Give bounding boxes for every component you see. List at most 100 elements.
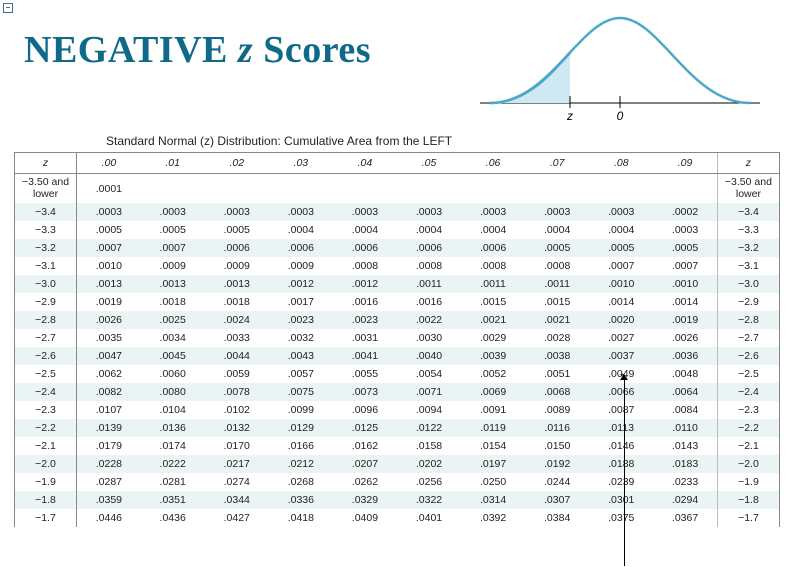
value-cell: .0262 — [333, 473, 397, 491]
value-cell: .0268 — [269, 473, 333, 491]
value-cell: .0301 — [589, 491, 653, 509]
table-header-row: z .00 .01 .02 .03 .04 .05 .06 .07 .08 .0… — [15, 153, 780, 174]
value-cell: .0322 — [397, 491, 461, 509]
value-cell: .0274 — [205, 473, 269, 491]
value-cell: .0003 — [77, 203, 141, 221]
value-cell: .0003 — [397, 203, 461, 221]
value-cell: .0009 — [269, 257, 333, 275]
value-cell: .0314 — [461, 491, 525, 509]
value-cell: .0359 — [77, 491, 141, 509]
col-header-z-left: z — [15, 153, 77, 174]
value-cell: .0026 — [653, 329, 717, 347]
value-cell: .0003 — [333, 203, 397, 221]
value-cell: .0071 — [397, 383, 461, 401]
z-label-cell: −3.4 — [15, 203, 77, 221]
value-cell — [269, 174, 333, 204]
value-cell: .0019 — [77, 293, 141, 311]
value-cell: .0017 — [269, 293, 333, 311]
value-cell: .0013 — [205, 275, 269, 293]
value-cell: .0020 — [589, 311, 653, 329]
value-cell: .0055 — [333, 365, 397, 383]
value-cell — [525, 174, 589, 204]
value-cell: .0132 — [205, 419, 269, 437]
table-row: −2.4.0082.0080.0078.0075.0073.0071.0069.… — [15, 383, 780, 401]
value-cell: .0064 — [653, 383, 717, 401]
z-label-cell: −3.50 and lower — [15, 174, 77, 204]
value-cell: .0040 — [397, 347, 461, 365]
table-row: −2.9.0019.0018.0018.0017.0016.0016.0015.… — [15, 293, 780, 311]
z-label-cell: −2.1 — [717, 437, 779, 455]
z-label-cell: −2.2 — [717, 419, 779, 437]
normal-curve-svg: z 0 — [470, 8, 770, 123]
table-row: −1.7.0446.0436.0427.0418.0409.0401.0392.… — [15, 509, 780, 527]
value-cell: .0170 — [205, 437, 269, 455]
value-cell: .0012 — [269, 275, 333, 293]
z-label-cell: −2.4 — [15, 383, 77, 401]
z-label-cell: −2.2 — [15, 419, 77, 437]
z-label-cell: −1.8 — [717, 491, 779, 509]
value-cell: .0082 — [77, 383, 141, 401]
value-cell: .0044 — [205, 347, 269, 365]
value-cell: .0025 — [141, 311, 205, 329]
col-header: .06 — [461, 153, 525, 174]
value-cell: .0129 — [269, 419, 333, 437]
value-cell: .0166 — [269, 437, 333, 455]
value-cell: .0005 — [77, 221, 141, 239]
col-header: .07 — [525, 153, 589, 174]
value-cell: .0068 — [525, 383, 589, 401]
z-label-cell: −3.0 — [717, 275, 779, 293]
value-cell: .0034 — [141, 329, 205, 347]
value-cell: .0030 — [397, 329, 461, 347]
z-label-cell: −2.9 — [717, 293, 779, 311]
value-cell: .0004 — [589, 221, 653, 239]
table-row: −3.0.0013.0013.0013.0012.0012.0011.0011.… — [15, 275, 780, 293]
value-cell: .0023 — [333, 311, 397, 329]
table-body: −3.50 and lower.0001−3.50 and lower−3.4.… — [15, 174, 780, 528]
value-cell: .0150 — [525, 437, 589, 455]
value-cell: .0035 — [77, 329, 141, 347]
value-cell: .0096 — [333, 401, 397, 419]
value-cell: .0004 — [269, 221, 333, 239]
z-label-cell: −1.7 — [15, 509, 77, 527]
value-cell: .0281 — [141, 473, 205, 491]
value-cell: .0052 — [461, 365, 525, 383]
value-cell: .0228 — [77, 455, 141, 473]
table-row: −3.2.0007.0007.0006.0006.0006.0006.0006.… — [15, 239, 780, 257]
z-label-cell: −1.8 — [15, 491, 77, 509]
value-cell: .0066 — [589, 383, 653, 401]
z-label-cell: −3.2 — [717, 239, 779, 257]
value-cell: .0008 — [397, 257, 461, 275]
value-cell: .0007 — [141, 239, 205, 257]
value-cell: .0102 — [205, 401, 269, 419]
value-cell: .0014 — [589, 293, 653, 311]
value-cell: .0089 — [525, 401, 589, 419]
value-cell: .0436 — [141, 509, 205, 527]
arrow-line-icon — [624, 378, 625, 566]
col-header: .00 — [77, 153, 141, 174]
value-cell: .0239 — [589, 473, 653, 491]
z-label-cell: −2.5 — [717, 365, 779, 383]
value-cell: .0009 — [141, 257, 205, 275]
col-header: .01 — [141, 153, 205, 174]
value-cell: .0003 — [141, 203, 205, 221]
value-cell: .0023 — [269, 311, 333, 329]
value-cell: .0143 — [653, 437, 717, 455]
value-cell: .0037 — [589, 347, 653, 365]
value-cell: .0014 — [653, 293, 717, 311]
value-cell: .0021 — [525, 311, 589, 329]
value-cell: .0329 — [333, 491, 397, 509]
value-cell: .0010 — [589, 275, 653, 293]
z-label-cell: −3.4 — [717, 203, 779, 221]
value-cell: .0009 — [205, 257, 269, 275]
table-row: −2.3.0107.0104.0102.0099.0096.0094.0091.… — [15, 401, 780, 419]
value-cell: .0029 — [461, 329, 525, 347]
table-row: −1.8.0359.0351.0344.0336.0329.0322.0314.… — [15, 491, 780, 509]
value-cell: .0005 — [141, 221, 205, 239]
value-cell: .0004 — [397, 221, 461, 239]
value-cell: .0036 — [653, 347, 717, 365]
value-cell: .0091 — [461, 401, 525, 419]
table-row: −2.6.0047.0045.0044.0043.0041.0040.0039.… — [15, 347, 780, 365]
value-cell: .0008 — [461, 257, 525, 275]
table-caption: Standard Normal (z) Distribution: Cumula… — [106, 134, 452, 148]
col-header: .09 — [653, 153, 717, 174]
